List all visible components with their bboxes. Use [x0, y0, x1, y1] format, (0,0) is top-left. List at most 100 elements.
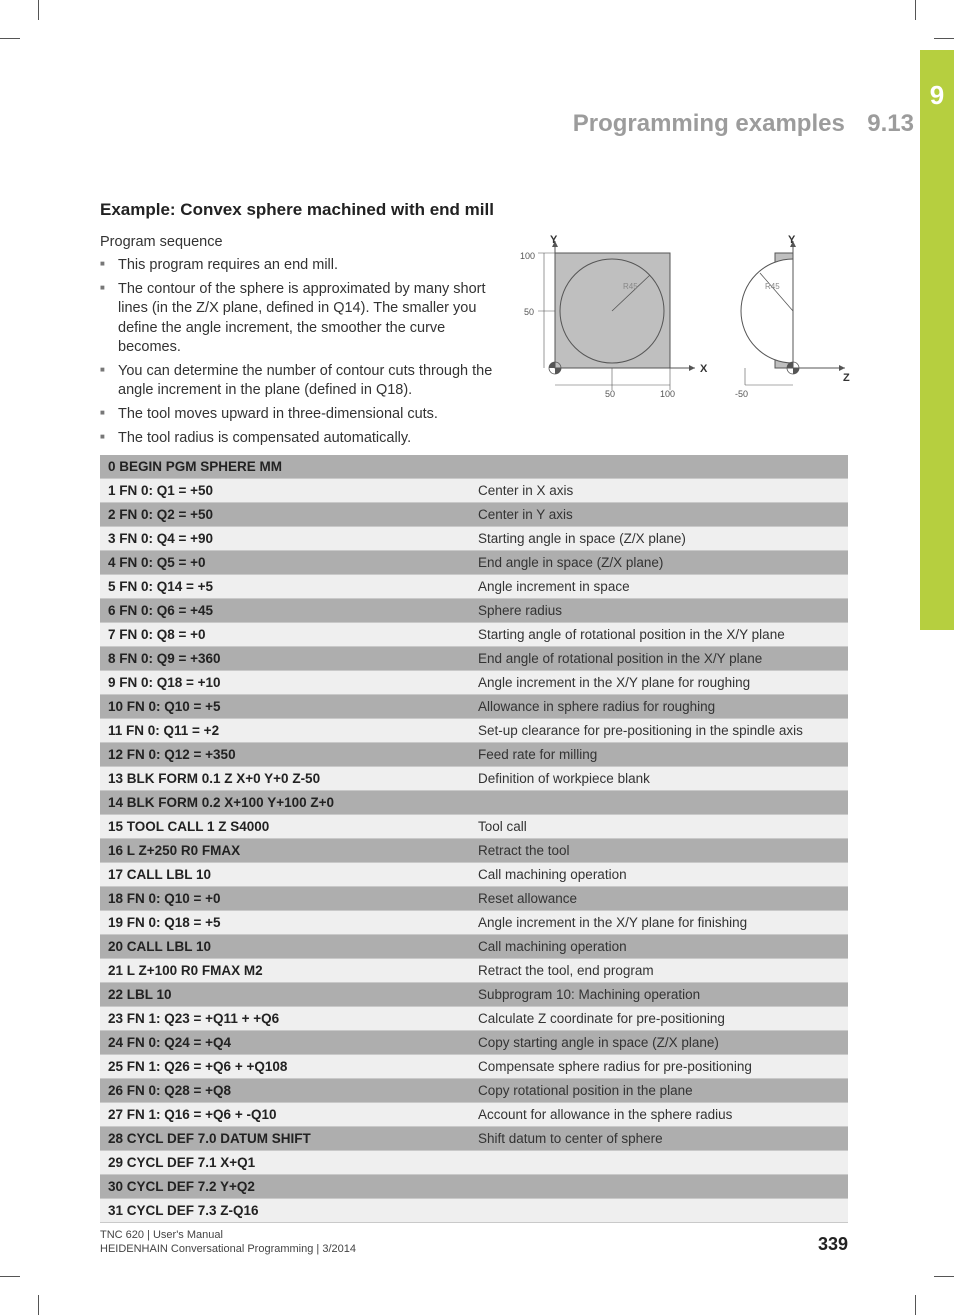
- y-tick-50: 50: [524, 307, 534, 317]
- program-desc-cell: [470, 1175, 848, 1199]
- program-desc-cell: Copy starting angle in space (Z/X plane): [470, 1031, 848, 1055]
- program-desc-cell: Angle increment in the X/Y plane for fin…: [470, 911, 848, 935]
- program-desc-cell: Shift datum to center of sphere: [470, 1127, 848, 1151]
- chapter-tab: 9: [920, 50, 954, 630]
- program-desc-cell: Account for allowance in the sphere radi…: [470, 1103, 848, 1127]
- table-row: 23 FN 1: Q23 = +Q11 + +Q6Calculate Z coo…: [100, 1007, 848, 1031]
- program-desc-cell: Call machining operation: [470, 935, 848, 959]
- table-row: 1 FN 0: Q1 = +50Center in X axis: [100, 479, 848, 503]
- program-code-cell: 28 CYCL DEF 7.0 DATUM SHIFT: [100, 1127, 470, 1151]
- z-axis-label: Z: [843, 372, 850, 384]
- program-desc-cell: Retract the tool: [470, 839, 848, 863]
- list-item: The tool radius is compensated automatic…: [100, 429, 500, 449]
- program-desc-cell: [470, 1199, 848, 1223]
- header-title: Programming examples: [573, 110, 845, 137]
- list-item: This program requires an end mill.: [100, 256, 500, 276]
- program-code-cell: 12 FN 0: Q12 = +350: [100, 743, 470, 767]
- program-desc-cell: Center in X axis: [470, 479, 848, 503]
- page-header: Programming examples 9.13: [106, 110, 914, 138]
- program-desc-cell: Angle increment in the X/Y plane for rou…: [470, 671, 848, 695]
- table-row: 14 BLK FORM 0.2 X+100 Y+100 Z+0: [100, 791, 848, 815]
- table-row: 22 LBL 10Subprogram 10: Machining operat…: [100, 983, 848, 1007]
- program-code-cell: 3 FN 0: Q4 = +90: [100, 527, 470, 551]
- table-row: 17 CALL LBL 10Call machining operation: [100, 863, 848, 887]
- page-number: 339: [818, 1234, 848, 1255]
- program-code-cell: 30 CYCL DEF 7.2 Y+Q2: [100, 1175, 470, 1199]
- program-code-cell: 17 CALL LBL 10: [100, 863, 470, 887]
- program-code-cell: 16 L Z+250 R0 FMAX: [100, 839, 470, 863]
- footer-line2: HEIDENHAIN Conversational Programming | …: [100, 1243, 848, 1255]
- program-code-cell: 2 FN 0: Q2 = +50: [100, 503, 470, 527]
- program-code-cell: 18 FN 0: Q10 = +0: [100, 887, 470, 911]
- program-code-cell: 5 FN 0: Q14 = +5: [100, 575, 470, 599]
- program-code-cell: 4 FN 0: Q5 = +0: [100, 551, 470, 575]
- table-row: 28 CYCL DEF 7.0 DATUM SHIFTShift datum t…: [100, 1127, 848, 1151]
- y-axis-label-right: Y: [788, 235, 796, 246]
- crop-mark-br: [914, 1275, 954, 1315]
- page-footer: TNC 620 | User's Manual HEIDENHAIN Conve…: [100, 1229, 848, 1255]
- table-row: 11 FN 0: Q11 = +2Set-up clearance for pr…: [100, 719, 848, 743]
- table-row: 21 L Z+100 R0 FMAX M2Retract the tool, e…: [100, 959, 848, 983]
- program-code-cell: 29 CYCL DEF 7.1 X+Q1: [100, 1151, 470, 1175]
- table-row: 4 FN 0: Q5 = +0End angle in space (Z/X p…: [100, 551, 848, 575]
- program-desc-cell: Reset allowance: [470, 887, 848, 911]
- example-title: Example: Convex sphere machined with end…: [100, 200, 848, 220]
- x-axis-label: X: [700, 363, 708, 375]
- page: 9 Programming examples 9.13 Example: Con…: [40, 10, 914, 1305]
- program-desc-cell: Subprogram 10: Machining operation: [470, 983, 848, 1007]
- table-row: 31 CYCL DEF 7.3 Z-Q16: [100, 1199, 848, 1223]
- program-desc-cell: Center in Y axis: [470, 503, 848, 527]
- program-code-cell: 21 L Z+100 R0 FMAX M2: [100, 959, 470, 983]
- program-code-cell: 27 FN 1: Q16 = +Q6 + -Q10: [100, 1103, 470, 1127]
- program-desc-cell: Sphere radius: [470, 599, 848, 623]
- crop-mark-tl: [0, 0, 40, 40]
- program-desc-cell: Compensate sphere radius for pre-positio…: [470, 1055, 848, 1079]
- program-code-cell: 7 FN 0: Q8 = +0: [100, 623, 470, 647]
- program-code-cell: 13 BLK FORM 0.1 Z X+0 Y+0 Z-50: [100, 767, 470, 791]
- program-code-cell: 11 FN 0: Q11 = +2: [100, 719, 470, 743]
- chapter-number: 9: [920, 80, 954, 111]
- table-row: 3 FN 0: Q4 = +90Starting angle in space …: [100, 527, 848, 551]
- crop-mark-tr: [914, 0, 954, 40]
- table-row: 24 FN 0: Q24 = +Q4Copy starting angle in…: [100, 1031, 848, 1055]
- table-row: 29 CYCL DEF 7.1 X+Q1: [100, 1151, 848, 1175]
- table-row: 12 FN 0: Q12 = +350Feed rate for milling: [100, 743, 848, 767]
- program-desc-cell: End angle in space (Z/X plane): [470, 551, 848, 575]
- program-code-cell: 26 FN 0: Q28 = +Q8: [100, 1079, 470, 1103]
- list-item: The contour of the sphere is approximate…: [100, 280, 500, 358]
- program-desc-cell: Call machining operation: [470, 863, 848, 887]
- table-header-row: 0 BEGIN PGM SPHERE MM: [100, 455, 848, 479]
- footer-line1: TNC 620 | User's Manual: [100, 1229, 848, 1241]
- header-section: 9.13: [867, 110, 914, 137]
- program-code-cell: 9 FN 0: Q18 = +10: [100, 671, 470, 695]
- program-desc-cell: Starting angle in space (Z/X plane): [470, 527, 848, 551]
- table-row: 15 TOOL CALL 1 Z S4000Tool call: [100, 815, 848, 839]
- program-code-cell: 1 FN 0: Q1 = +50: [100, 479, 470, 503]
- program-code-cell: 22 LBL 10: [100, 983, 470, 1007]
- sphere-diagram: R45 X Y 50 100: [510, 235, 850, 410]
- program-code-cell: 31 CYCL DEF 7.3 Z-Q16: [100, 1199, 470, 1223]
- table-row: 20 CALL LBL 10Call machining operation: [100, 935, 848, 959]
- program-desc-cell: Angle increment in space: [470, 575, 848, 599]
- program-desc-cell: End angle of rotational position in the …: [470, 647, 848, 671]
- bullet-list: This program requires an end mill. The c…: [100, 256, 500, 448]
- radius-label-right: R45: [765, 282, 780, 291]
- z-tick: -50: [735, 389, 748, 399]
- table-row: 5 FN 0: Q14 = +5Angle increment in space: [100, 575, 848, 599]
- table-row: 27 FN 1: Q16 = +Q6 + -Q10Account for all…: [100, 1103, 848, 1127]
- table-row: 16 L Z+250 R0 FMAXRetract the tool: [100, 839, 848, 863]
- program-desc-cell: Calculate Z coordinate for pre-positioni…: [470, 1007, 848, 1031]
- radius-label-left: R45: [623, 282, 638, 291]
- program-desc-cell: Copy rotational position in the plane: [470, 1079, 848, 1103]
- list-item: The tool moves upward in three-dimension…: [100, 405, 500, 425]
- program-desc-cell: Definition of workpiece blank: [470, 767, 848, 791]
- program-code-cell: 14 BLK FORM 0.2 X+100 Y+100 Z+0: [100, 791, 470, 815]
- crop-mark-bl: [0, 1275, 40, 1315]
- program-code-cell: 6 FN 0: Q6 = +45: [100, 599, 470, 623]
- program-code-cell: 15 TOOL CALL 1 Z S4000: [100, 815, 470, 839]
- program-desc-cell: Retract the tool, end program: [470, 959, 848, 983]
- list-item: You can determine the number of contour …: [100, 362, 500, 401]
- program-code-cell: 25 FN 1: Q26 = +Q6 + +Q108: [100, 1055, 470, 1079]
- program-desc-cell: Tool call: [470, 815, 848, 839]
- program-desc-cell: Set-up clearance for pre-positioning in …: [470, 719, 848, 743]
